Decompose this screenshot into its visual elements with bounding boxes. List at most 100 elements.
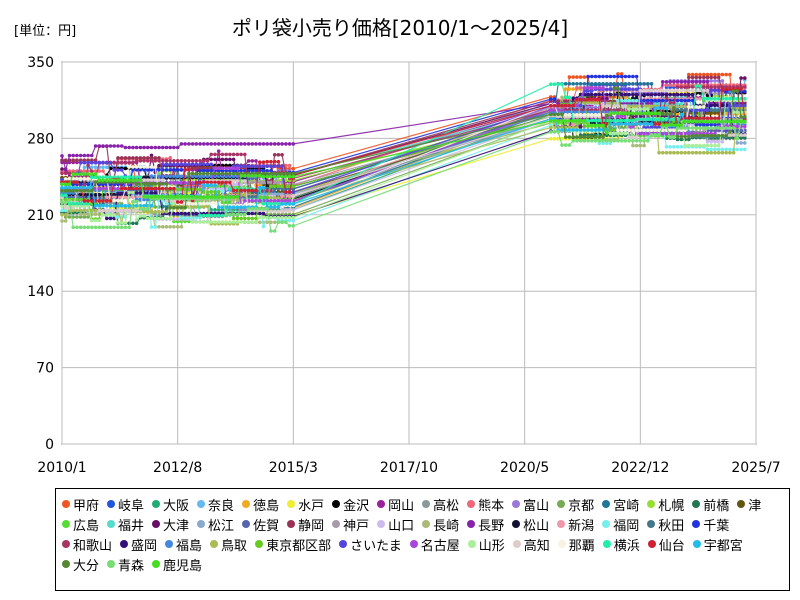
series-point: [149, 191, 154, 195]
series-point: [668, 88, 672, 93]
series-point: [642, 131, 646, 136]
series-point: [213, 213, 217, 218]
series-point: [235, 152, 240, 157]
series-point: [612, 101, 616, 106]
series-point: [724, 147, 728, 152]
series-point: [716, 143, 721, 148]
series-point: [82, 215, 87, 219]
series-point: [205, 162, 210, 167]
series-point: [82, 169, 87, 173]
series-point: [205, 166, 210, 170]
series-point: [679, 92, 684, 97]
series-point: [258, 215, 262, 220]
series-point: [560, 95, 564, 100]
series-point: [86, 160, 90, 165]
series-point: [668, 80, 672, 84]
series-point: [138, 214, 143, 218]
series-point: [578, 125, 583, 129]
series-point: [142, 168, 146, 172]
series-point: [649, 88, 654, 93]
series-point: [690, 98, 695, 103]
series-point: [202, 213, 206, 218]
series-point: [258, 199, 262, 203]
series-point: [105, 144, 109, 148]
series-point: [280, 215, 284, 220]
series-point: [660, 88, 665, 93]
series-point: [728, 147, 732, 152]
series-point: [653, 128, 658, 132]
series-point: [194, 162, 199, 167]
series-point: [668, 145, 672, 149]
series-point: [175, 174, 180, 179]
series-point: [698, 75, 702, 80]
series-point: [160, 162, 165, 167]
series-point: [664, 80, 669, 84]
series-point: [254, 220, 258, 224]
series-point: [160, 178, 165, 182]
series-point: [593, 74, 598, 79]
series-point: [675, 104, 680, 109]
series-point: [179, 211, 184, 216]
series-point: [687, 131, 691, 136]
series-point: [235, 198, 240, 202]
series-point: [134, 186, 139, 191]
series-point: [646, 107, 650, 111]
series-point: [108, 213, 113, 217]
series-point: [638, 128, 643, 132]
series-point: [60, 219, 64, 223]
series-point: [627, 118, 631, 123]
series-point: [623, 82, 628, 86]
series-point: [149, 159, 154, 163]
series-point: [601, 82, 605, 86]
series-point: [231, 198, 236, 202]
series-point: [608, 128, 613, 132]
series-point: [131, 165, 135, 169]
series-point: [642, 104, 646, 109]
series-point: [623, 104, 628, 108]
series-point: [164, 216, 169, 221]
series-point: [269, 142, 273, 146]
series-point: [216, 208, 221, 212]
series-point: [698, 105, 702, 109]
series-point: [265, 169, 270, 173]
series-point: [664, 92, 669, 97]
series-point: [254, 194, 258, 199]
series-point: [172, 174, 176, 179]
series-point: [616, 104, 620, 108]
series-point: [224, 163, 228, 168]
series-point: [642, 82, 646, 86]
series-point: [175, 217, 180, 221]
series-point: [657, 128, 661, 132]
series-point: [705, 108, 710, 112]
series-point: [153, 210, 158, 214]
series-point: [75, 180, 79, 184]
series-point: [713, 97, 717, 101]
series-point: [709, 139, 713, 144]
series-point: [743, 76, 747, 80]
series-point: [694, 84, 699, 88]
series-point: [631, 114, 635, 119]
series-point: [228, 142, 232, 146]
series-point: [119, 144, 124, 148]
y-tick-label: 140: [27, 284, 54, 300]
series-point: [243, 169, 247, 173]
series-point: [239, 152, 243, 157]
series-point: [149, 153, 154, 158]
series-point: [702, 88, 706, 93]
series-point: [213, 180, 217, 185]
series-point: [134, 208, 139, 213]
series-point: [616, 74, 620, 79]
series-point: [284, 209, 288, 214]
series-point: [97, 208, 102, 213]
series-point: [683, 150, 687, 155]
series-point: [269, 164, 273, 168]
series-point: [287, 215, 292, 220]
series-point: [601, 104, 605, 108]
series-point: [202, 180, 206, 185]
series-point: [243, 216, 247, 221]
series-point: [698, 150, 702, 155]
series-point: [220, 152, 225, 157]
series-point: [552, 108, 557, 112]
series-point: [67, 171, 72, 176]
series-point: [123, 145, 128, 150]
